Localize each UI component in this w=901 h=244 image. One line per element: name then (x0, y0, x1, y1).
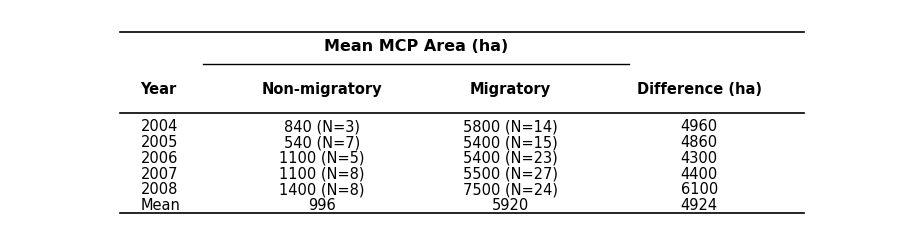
Text: 1100 (N=8): 1100 (N=8) (279, 167, 365, 182)
Text: Migratory: Migratory (470, 82, 551, 97)
Text: Non-migratory: Non-migratory (262, 82, 382, 97)
Text: 5400 (N=15): 5400 (N=15) (463, 135, 558, 150)
Text: 1100 (N=5): 1100 (N=5) (279, 151, 365, 166)
Text: 5920: 5920 (492, 198, 529, 213)
Text: 2006: 2006 (141, 151, 177, 166)
Text: 840 (N=3): 840 (N=3) (284, 120, 360, 134)
Text: 5500 (N=27): 5500 (N=27) (463, 167, 558, 182)
Text: Difference (ha): Difference (ha) (637, 82, 761, 97)
Text: Year: Year (141, 82, 177, 97)
Text: 2005: 2005 (141, 135, 177, 150)
Text: Mean: Mean (141, 198, 180, 213)
Text: 996: 996 (308, 198, 336, 213)
Text: 7500 (N=24): 7500 (N=24) (463, 182, 558, 197)
Text: 4960: 4960 (680, 120, 718, 134)
Text: 2007: 2007 (141, 167, 178, 182)
Text: 4860: 4860 (680, 135, 718, 150)
Text: 4400: 4400 (680, 167, 718, 182)
Text: 6100: 6100 (680, 182, 718, 197)
Text: 4924: 4924 (680, 198, 718, 213)
Text: 2008: 2008 (141, 182, 177, 197)
Text: 4300: 4300 (680, 151, 718, 166)
Text: 540 (N=7): 540 (N=7) (284, 135, 360, 150)
Text: Mean MCP Area (ha): Mean MCP Area (ha) (324, 39, 508, 54)
Text: 1400 (N=8): 1400 (N=8) (279, 182, 365, 197)
Text: 2004: 2004 (141, 120, 177, 134)
Text: 5400 (N=23): 5400 (N=23) (463, 151, 558, 166)
Text: 5800 (N=14): 5800 (N=14) (463, 120, 558, 134)
